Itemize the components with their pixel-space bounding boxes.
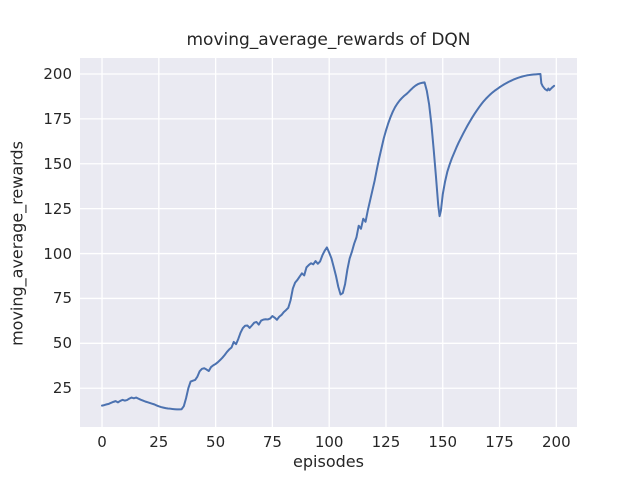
x-axis-label: episodes — [293, 452, 364, 471]
series-line — [101, 72, 556, 411]
y-tick-label: 175 — [43, 109, 72, 128]
line-chart-canvas — [80, 58, 577, 427]
chart-title: moving_average_rewards of DQN — [186, 30, 471, 50]
y-tick-label: 50 — [52, 334, 72, 353]
x-tick-label: 100 — [314, 433, 344, 451]
x-tick-label: 50 — [206, 433, 226, 451]
y-tick-label: 150 — [43, 154, 72, 173]
y-tick-label: 75 — [52, 289, 72, 308]
x-tick-label: 0 — [97, 433, 107, 451]
plot-area — [80, 58, 577, 427]
y-tick-label: 100 — [43, 244, 72, 263]
x-tick-label: 200 — [542, 433, 571, 451]
y-axis-label: moving_average_rewards — [7, 141, 27, 346]
x-tick-label: 25 — [149, 433, 169, 451]
y-tick-label: 200 — [43, 64, 72, 83]
x-tick-label: 125 — [371, 433, 401, 451]
x-tick-label: 150 — [428, 433, 458, 451]
y-tick-label: 25 — [52, 379, 72, 398]
x-tick-label: 75 — [262, 433, 282, 451]
y-tick-label: 125 — [43, 199, 72, 218]
x-tick-label: 175 — [485, 433, 514, 451]
